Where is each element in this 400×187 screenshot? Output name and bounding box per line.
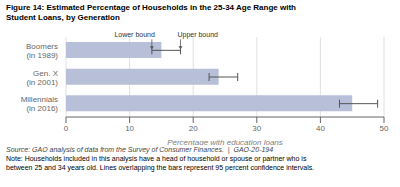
svg-text:30: 30	[252, 124, 261, 133]
svg-text:10: 10	[125, 124, 134, 133]
svg-text:Millennials(in 2016): Millennials(in 2016)	[21, 95, 59, 113]
svg-text:Upper bound: Upper bound	[177, 31, 218, 39]
svg-text:Percentage with education loan: Percentage with education loans	[167, 138, 283, 145]
html-text:Student Loans, by Generation: Student Loans, by Generation	[6, 13, 120, 22]
html-text:between 25 and 34 years old. L: between 25 and 34 years old. Lines overl…	[6, 164, 315, 171]
svg-text:Boomers(in 1989): Boomers(in 1989)	[26, 42, 58, 60]
svg-text:50: 50	[380, 124, 389, 133]
svg-text:40: 40	[316, 124, 325, 133]
svg-text:Gen. X(in 2001): Gen. X(in 2001)	[26, 69, 58, 87]
svg-text:0: 0	[64, 124, 69, 133]
svg-text:20: 20	[189, 124, 198, 133]
svg-text:Lower bound: Lower bound	[114, 31, 155, 38]
html-text:Note: Households included in t: Note: Households included in this analys…	[6, 155, 307, 162]
html-text:Source: GAO analysis of data f: Source: GAO analysis of data from the Su…	[6, 146, 274, 153]
html-text:Figure 14: Estimated Percentag: Figure 14: Estimated Percentage of House…	[6, 3, 296, 12]
